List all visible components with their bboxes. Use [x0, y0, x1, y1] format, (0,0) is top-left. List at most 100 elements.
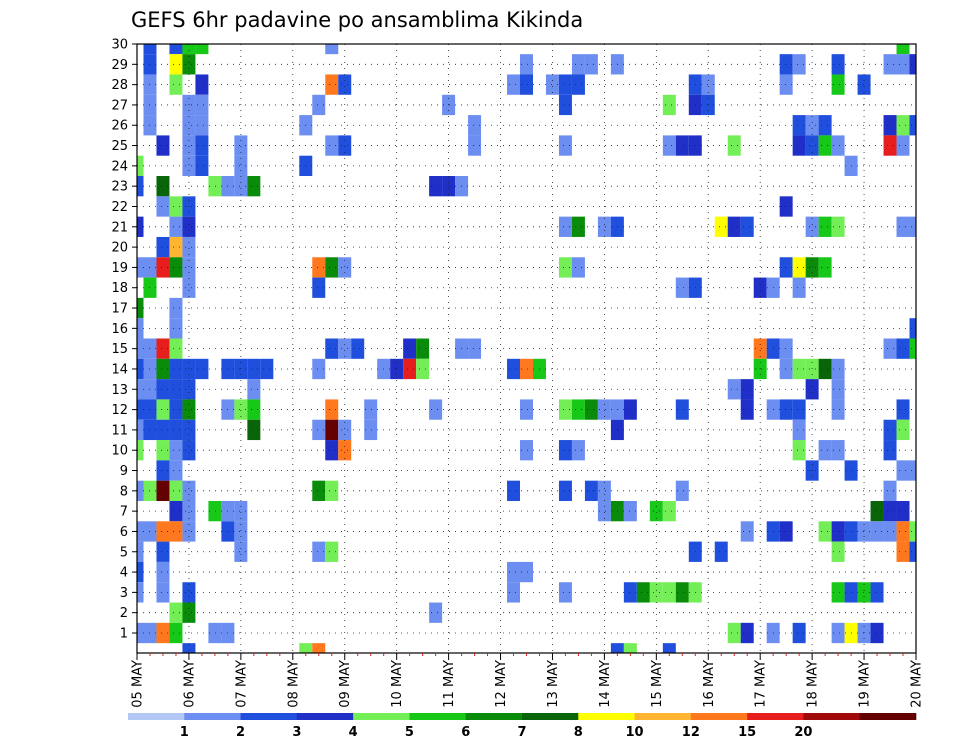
heatmap-cell: [182, 643, 196, 653]
heatmap-cell: [805, 115, 819, 136]
heatmap-cell: [137, 561, 144, 583]
heatmap-cell: [156, 257, 170, 278]
heatmap-cell: [662, 94, 676, 116]
heatmap-cell: [156, 480, 170, 501]
heatmap-cell: [325, 338, 339, 359]
y-tick-label: 1: [120, 627, 128, 642]
heatmap-cell: [195, 135, 209, 156]
heatmap-cell: [338, 419, 352, 441]
x-tick-label: 06 MAY: [182, 660, 197, 708]
x-axis-ticks: 05 MAY 06 MAY 07 MAY 08 MAY 09 MAY 10 MAY 11 M…: [131, 653, 925, 708]
heatmap-cell: [182, 379, 196, 400]
heatmap-cell: [623, 500, 637, 522]
colorbar-label: 4: [349, 725, 358, 740]
heatmap-cell: [338, 257, 352, 278]
heatmap-cell: [169, 419, 183, 441]
heatmap-cell: [571, 440, 585, 461]
heatmap-cell: [234, 541, 248, 562]
heatmap-cell: [740, 379, 754, 400]
y-tick-label: 18: [111, 281, 128, 296]
x-tick-label: 17 MAY: [754, 660, 769, 708]
heatmap-cell: [792, 277, 806, 298]
heatmap-cell: [247, 379, 261, 400]
y-tick-label: 11: [111, 423, 128, 438]
heatmap-cell: [338, 338, 352, 359]
y-tick-label: 27: [111, 98, 128, 113]
heatmap-cell: [169, 74, 183, 95]
heatmap-cell: [558, 440, 572, 461]
heatmap-cell: [312, 419, 326, 441]
heatmap-cell: [247, 176, 261, 197]
y-tick-label: 15: [111, 342, 128, 357]
x-tick-label: 05 MAY: [131, 660, 146, 708]
heatmap-cell: [137, 541, 144, 562]
heatmap-cell: [909, 521, 916, 542]
heatmap-cell: [831, 216, 845, 237]
y-tick-label: 25: [111, 139, 128, 154]
heatmap-cell: [558, 94, 572, 116]
heatmap-cell: [312, 277, 326, 298]
heatmap-cell: [137, 440, 144, 461]
heatmap-cell: [779, 74, 793, 95]
heatmap-cell: [818, 257, 832, 278]
heatmap-cell: [325, 257, 339, 278]
heatmap-cell: [137, 419, 144, 441]
heatmap-cell: [143, 44, 157, 55]
heatmap-cell: [325, 419, 339, 441]
heatmap-cell: [623, 582, 637, 603]
heatmap-cell: [137, 399, 144, 420]
heatmap-cell: [325, 440, 339, 461]
heatmap-cell: [169, 480, 183, 501]
heatmap-cell: [727, 135, 741, 156]
heatmap-cell: [857, 582, 871, 603]
heatmap-cell: [520, 74, 533, 95]
heatmap-cell: [870, 622, 884, 644]
heatmap-cell: [883, 521, 897, 542]
heatmap-cell: [675, 582, 689, 603]
heatmap-cell: [831, 379, 845, 400]
heatmap-cell: [753, 338, 767, 359]
y-tick-label: 13: [111, 383, 128, 398]
colorbar-label: 10: [626, 725, 644, 740]
heatmap-cell: [545, 74, 559, 95]
heatmap-cell: [234, 155, 248, 177]
heatmap-cell: [597, 480, 611, 501]
heatmap-cell: [870, 582, 884, 603]
heatmap-cell: [779, 54, 793, 75]
y-tick-label: 22: [111, 200, 128, 215]
x-tick-label: 11 MAY: [442, 660, 457, 708]
heatmap-cell: [883, 440, 897, 461]
heatmap-cell: [234, 135, 248, 156]
y-tick-label: 23: [111, 180, 128, 195]
heatmap-cell: [182, 440, 196, 461]
heatmap-cell: [137, 155, 144, 177]
heatmap-cell: [896, 419, 910, 441]
heatmap-cell: [169, 460, 183, 481]
heatmap-cell: [714, 216, 728, 237]
heatmap-cell: [896, 44, 910, 55]
y-tick-label: 12: [111, 403, 128, 418]
heatmap-cell: [831, 54, 845, 75]
heatmap-cell: [182, 54, 196, 75]
heatmap-cell: [883, 338, 897, 359]
heatmap-cell: [727, 379, 741, 400]
y-tick-label: 9: [120, 464, 128, 479]
heatmap-cell: [156, 541, 170, 562]
heatmap-cell: [156, 561, 170, 583]
heatmap-cell: [740, 521, 754, 542]
colorbar-label: 12: [682, 725, 700, 740]
heatmap-cell: [597, 216, 611, 237]
heatmap-cell: [416, 338, 430, 359]
y-tick-label: 10: [111, 444, 128, 459]
heatmap-cell: [169, 521, 183, 542]
heatmap-cell: [169, 216, 183, 237]
heatmap-cell: [870, 521, 884, 542]
y-tick-label: 19: [111, 261, 128, 276]
heatmap-cell: [429, 399, 443, 420]
heatmap-cell: [818, 135, 832, 156]
heatmap-cell: [831, 622, 845, 644]
heatmap-cell: [558, 480, 572, 501]
heatmap-cell: [909, 54, 916, 75]
heatmap-cell: [169, 338, 183, 359]
heatmap-cell: [156, 358, 170, 380]
